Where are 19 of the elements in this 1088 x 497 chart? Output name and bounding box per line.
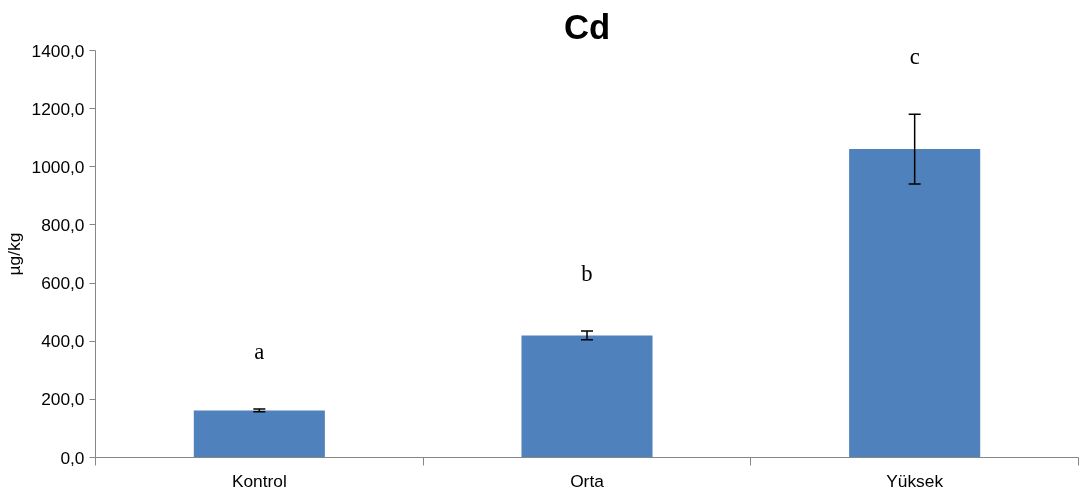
bar bbox=[193, 410, 325, 458]
y-tick-label: 1400,0 bbox=[31, 40, 85, 61]
x-tick-label: Orta bbox=[570, 470, 605, 491]
y-tick-label: 600,0 bbox=[41, 273, 85, 294]
y-tick-label: 400,0 bbox=[41, 331, 85, 352]
annotation: b bbox=[581, 261, 593, 287]
y-tick-label: 1200,0 bbox=[31, 98, 85, 119]
x-tick-label: Yüksek bbox=[886, 470, 944, 491]
y-tick-label: 1000,0 bbox=[31, 156, 85, 177]
y-tick-label: 200,0 bbox=[41, 389, 85, 410]
annotation: a bbox=[254, 338, 265, 364]
y-tick-label: 0,0 bbox=[60, 447, 85, 468]
y-axis-title: µg/kg bbox=[3, 232, 24, 276]
x-tick-label: Kontrol bbox=[231, 470, 287, 491]
bar bbox=[849, 149, 981, 458]
y-tick-label: 800,0 bbox=[41, 214, 85, 235]
annotation: c bbox=[909, 44, 920, 70]
chart-title: Cd bbox=[563, 7, 611, 46]
bar bbox=[521, 335, 653, 458]
